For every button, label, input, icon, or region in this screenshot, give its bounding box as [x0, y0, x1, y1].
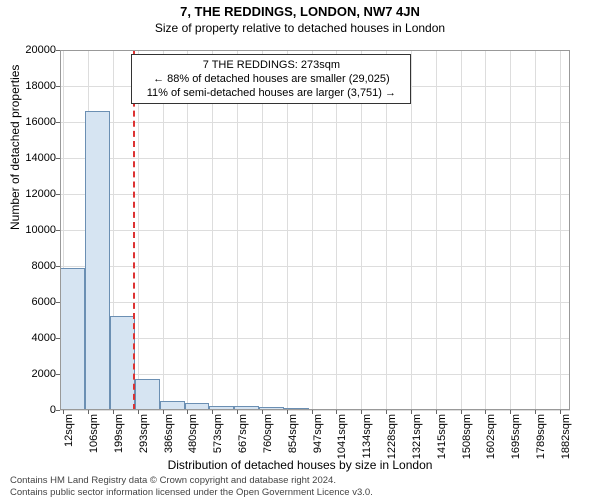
footer-line-1: Contains HM Land Registry data © Crown c…: [10, 475, 590, 486]
ytick-mark: [56, 302, 60, 303]
histogram-bar: [185, 403, 210, 410]
info-line-3: 11% of semi-detached houses are larger (…: [138, 86, 404, 100]
ytick-label: 18000: [16, 80, 56, 92]
gridline-h: [60, 410, 570, 411]
ytick-mark: [56, 86, 60, 87]
ytick-mark: [56, 230, 60, 231]
histogram-bar: [259, 407, 284, 410]
info-line-2: ← 88% of detached houses are smaller (29…: [138, 72, 404, 86]
x-axis-label: Distribution of detached houses by size …: [0, 458, 600, 472]
ytick-mark: [56, 50, 60, 51]
ytick-label: 8000: [16, 260, 56, 272]
ytick-mark: [56, 410, 60, 411]
footer-line-2: Contains public sector information licen…: [10, 487, 590, 498]
ytick-label: 0: [16, 404, 56, 416]
ytick-mark: [56, 266, 60, 267]
ytick-mark: [56, 374, 60, 375]
chart-title: 7, THE REDDINGS, LONDON, NW7 4JN: [0, 0, 600, 19]
histogram-bar: [135, 379, 160, 411]
ytick-label: 12000: [16, 188, 56, 200]
ytick-label: 4000: [16, 332, 56, 344]
footer: Contains HM Land Registry data © Crown c…: [10, 475, 590, 498]
ytick-label: 6000: [16, 296, 56, 308]
ytick-mark: [56, 338, 60, 339]
ytick-label: 16000: [16, 116, 56, 128]
chart-subtitle: Size of property relative to detached ho…: [0, 19, 600, 35]
ytick-mark: [56, 158, 60, 159]
histogram-bar: [60, 268, 85, 410]
histogram-bar: [85, 111, 110, 410]
ytick-label: 20000: [16, 44, 56, 56]
info-line-1: 7 THE REDDINGS: 273sqm: [138, 58, 404, 72]
histogram-bar: [284, 408, 309, 410]
ytick-mark: [56, 194, 60, 195]
ytick-label: 14000: [16, 152, 56, 164]
histogram-bar: [110, 316, 135, 410]
ytick-label: 10000: [16, 224, 56, 236]
plot-area: 7 THE REDDINGS: 273sqm ← 88% of detached…: [60, 50, 570, 410]
histogram-bar: [160, 401, 185, 410]
ytick-mark: [56, 122, 60, 123]
info-box: 7 THE REDDINGS: 273sqm ← 88% of detached…: [131, 54, 411, 105]
ytick-label: 2000: [16, 368, 56, 380]
